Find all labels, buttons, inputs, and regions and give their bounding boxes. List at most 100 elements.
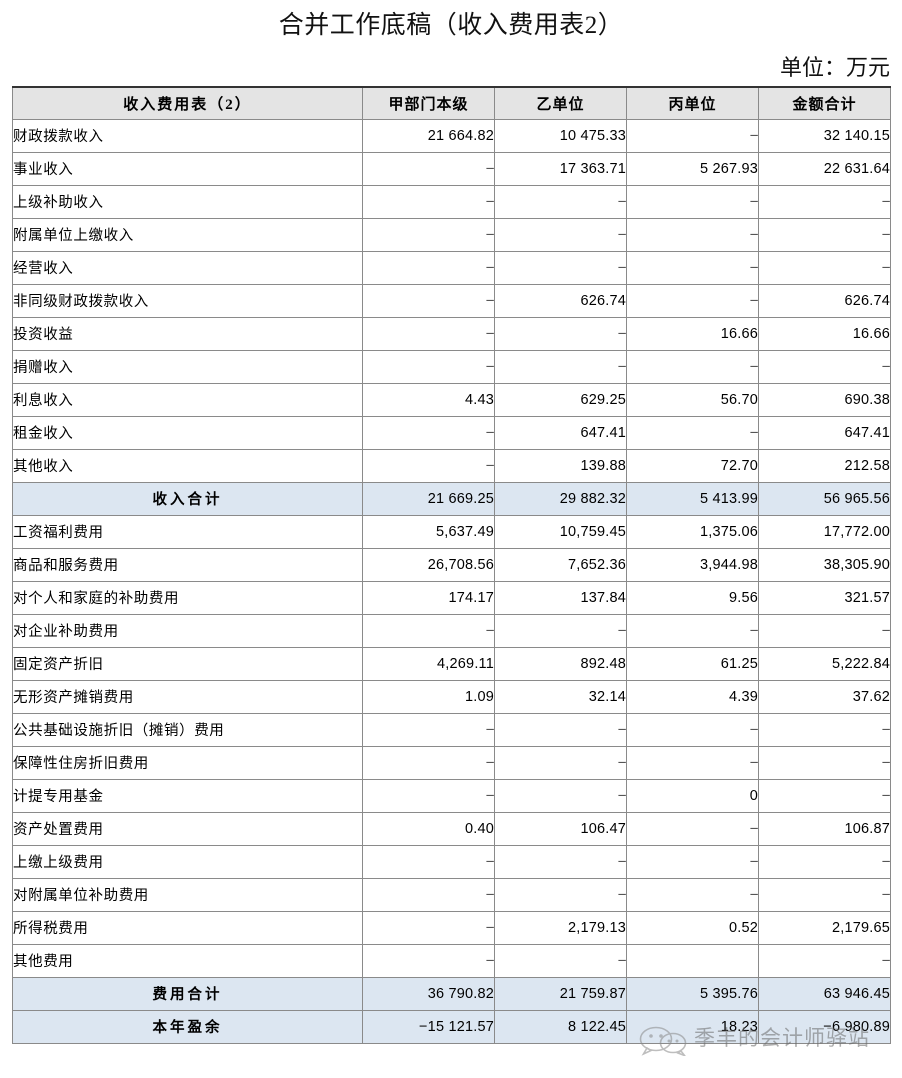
cell-bing: 5 413.99 (626, 481, 759, 516)
table-row: 上缴上级费用 – – – – (12, 844, 891, 879)
cell-total: – (758, 613, 891, 648)
row-label: 收入合计 (12, 481, 363, 516)
cell-jia: – (362, 613, 495, 648)
unit-label: 单位：万元 (779, 55, 890, 80)
cell-jia: 4.43 (362, 382, 495, 417)
cell-yi: 139.88 (494, 448, 627, 483)
cell-bing: 18.23 (626, 1009, 759, 1044)
row-label: 对附属单位补助费用 (12, 877, 363, 912)
column-header-total: 金额合计 (758, 86, 891, 120)
cell-jia: – (362, 943, 495, 978)
cell-jia: – (362, 250, 495, 285)
cell-bing: – (626, 184, 759, 219)
cell-total: – (758, 943, 891, 978)
table-row: 商品和服务费用 26,708.56 7,652.36 3,944.98 38,305.9… (12, 547, 891, 582)
cell-jia: – (362, 349, 495, 384)
cell-bing: – (626, 712, 759, 747)
cell-yi: 29 882.32 (494, 481, 627, 516)
cell-jia: – (362, 745, 495, 780)
cell-total: 32 140.15 (758, 118, 891, 153)
cell-jia: – (362, 778, 495, 813)
cell-yi: – (494, 778, 627, 813)
table-row: 所得税费用 –2,179.13 0.52 2,179.65 (12, 910, 891, 945)
cell-bing: – (626, 613, 759, 648)
table-row: 保障性住房折旧费用 – – – – (12, 745, 891, 780)
cell-jia: – (362, 415, 495, 450)
cell-bing: 3,944.98 (626, 547, 759, 582)
table-row: 对个人和家庭的补助费用 174.17 137.84 9.56 321.57 (12, 580, 891, 615)
income-expense-table: 收入费用表（2） 甲部门本级 乙单位 丙单位 金额合计 财政拨款收入 21 664… (12, 86, 891, 1044)
cell-yi: – (494, 745, 627, 780)
row-label: 上级补助收入 (12, 184, 363, 219)
cell-jia: 26,708.56 (362, 547, 495, 582)
cell-jia: 21 664.82 (362, 118, 495, 153)
cell-bing: – (626, 250, 759, 285)
cell-total: – (758, 844, 891, 879)
cell-yi: – (494, 184, 627, 219)
table-row: 收入合计 21 669.25 29 882.32 5 413.99 56 965.56 (12, 481, 891, 516)
cell-jia: – (362, 283, 495, 318)
cell-jia: – (362, 217, 495, 252)
cell-yi: 626.74 (494, 283, 627, 318)
page-title: 合并工作底稿（收入费用表2） (278, 12, 624, 39)
cell-jia: 21 669.25 (362, 481, 495, 516)
cell-bing: 5 267.93 (626, 151, 759, 186)
row-label: 非同级财政拨款收入 (12, 283, 363, 318)
cell-total: – (758, 712, 891, 747)
table-row: 非同级财政拨款收入 –626.74–626.74 (12, 283, 891, 318)
column-header-jia: 甲部门本级 (362, 86, 495, 120)
cell-yi: – (494, 250, 627, 285)
cell-yi: 32.14 (494, 679, 627, 714)
table-row: 捐赠收入 – – – – (12, 349, 891, 384)
row-label: 所得税费用 (12, 910, 363, 945)
cell-total: – (758, 778, 891, 813)
table-row: 附属单位上缴收入 – – – – (12, 217, 891, 252)
cell-jia: – (362, 844, 495, 879)
row-label: 公共基础设施折旧（摊销）费用 (12, 712, 363, 747)
cell-bing: 4.39 (626, 679, 759, 714)
table-row: 本年盈余 −15 121.57 8 122.45 18.23 −6 980.89 (12, 1009, 891, 1044)
cell-total: 626.74 (758, 283, 891, 318)
row-label: 附属单位上缴收入 (12, 217, 363, 252)
cell-total: 106.87 (758, 811, 891, 846)
table-row: 其他费用 – – – (12, 943, 891, 978)
cell-total: – (758, 217, 891, 252)
table-body: 财政拨款收入 21 664.82 10 475.33–32 140.15 事业收入 –1… (12, 118, 891, 1044)
cell-bing: – (626, 877, 759, 912)
row-label: 对企业补助费用 (12, 613, 363, 648)
table-row: 计提专用基金 – –0– (12, 778, 891, 813)
row-label: 费用合计 (12, 976, 363, 1011)
cell-bing: – (626, 811, 759, 846)
cell-bing: 61.25 (626, 646, 759, 681)
cell-yi: 10,759.45 (494, 514, 627, 549)
cell-bing: 72.70 (626, 448, 759, 483)
cell-yi: 10 475.33 (494, 118, 627, 153)
table-row: 上级补助收入 – – – – (12, 184, 891, 219)
row-label: 固定资产折旧 (12, 646, 363, 681)
row-label: 捐赠收入 (12, 349, 363, 384)
cell-bing: 1,375.06 (626, 514, 759, 549)
cell-bing: – (626, 349, 759, 384)
cell-bing: – (626, 745, 759, 780)
cell-yi: 137.84 (494, 580, 627, 615)
cell-total: – (758, 250, 891, 285)
cell-yi: – (494, 316, 627, 351)
row-label: 工资福利费用 (12, 514, 363, 549)
cell-jia: – (362, 184, 495, 219)
cell-jia: 4,269.11 (362, 646, 495, 681)
cell-yi: 892.48 (494, 646, 627, 681)
cell-total: 16.66 (758, 316, 891, 351)
cell-bing: – (626, 118, 759, 153)
cell-bing: 16.66 (626, 316, 759, 351)
table-row: 利息收入 4.43 629.25 56.70 690.38 (12, 382, 891, 417)
cell-jia: – (362, 316, 495, 351)
table-row: 事业收入 –17 363.71 5 267.93 22 631.64 (12, 151, 891, 186)
cell-total: 647.41 (758, 415, 891, 450)
table-row: 工资福利费用 5,637.49 10,759.45 1,375.06 17,772.00 (12, 514, 891, 549)
cell-yi: – (494, 943, 627, 978)
cell-yi: 629.25 (494, 382, 627, 417)
cell-total: 2,179.65 (758, 910, 891, 945)
cell-bing: 5 395.76 (626, 976, 759, 1011)
cell-yi: 106.47 (494, 811, 627, 846)
cell-bing: 9.56 (626, 580, 759, 615)
